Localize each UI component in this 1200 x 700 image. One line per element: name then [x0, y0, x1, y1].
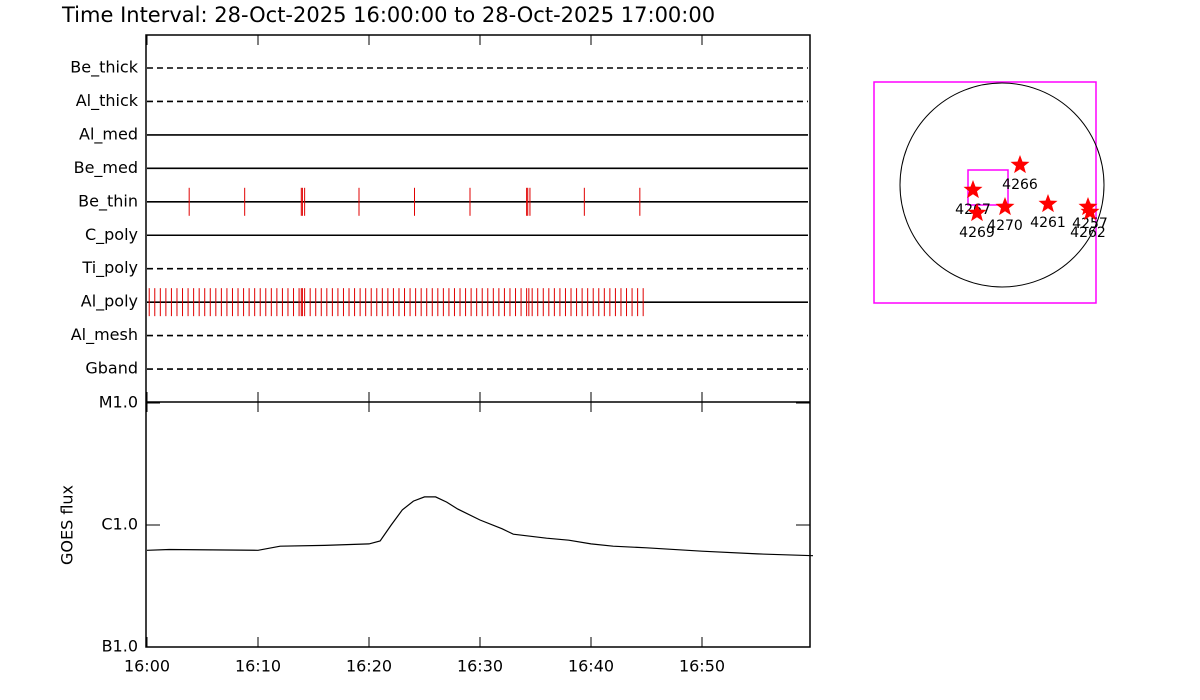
x-tick-label: 16:50 — [679, 657, 725, 676]
y-tick-label: C1.0 — [101, 515, 138, 534]
region-label: 4261 — [1030, 215, 1066, 231]
solar-disk — [899, 82, 1105, 288]
row-label: C_poly — [85, 225, 138, 245]
x-tick-label: 16:10 — [235, 657, 281, 676]
region-star — [1080, 202, 1100, 221]
row-label: Be_thin — [78, 191, 138, 211]
x-tick-label: 16:00 — [124, 657, 170, 676]
x-tick-label: 16:40 — [568, 657, 614, 676]
region-star — [963, 180, 983, 199]
row-label: Al_med — [79, 124, 138, 144]
goes-curve — [146, 496, 814, 557]
row-label: Be_med — [74, 158, 138, 178]
row-label: Al_thick — [76, 91, 139, 111]
region-label: 4270 — [987, 218, 1023, 234]
plot-frame — [145, 34, 811, 648]
region-star — [967, 203, 987, 222]
region-star — [1038, 194, 1058, 213]
y-tick-label: M1.0 — [99, 393, 138, 412]
region-star — [1010, 155, 1030, 174]
row-label: Ti_poly — [81, 258, 138, 278]
region-label: 4262 — [1070, 225, 1106, 241]
region-label: 4266 — [1002, 177, 1038, 193]
region-star — [995, 197, 1015, 216]
region-label: 4269 — [959, 225, 995, 241]
chart-title: Time Interval: 28-Oct-2025 16:00:00 to 2… — [61, 3, 715, 27]
row-label: Al_mesh — [71, 325, 138, 345]
row-label: Gband — [85, 359, 138, 378]
y-tick-label: B1.0 — [102, 637, 138, 656]
x-tick-label: 16:20 — [346, 657, 392, 676]
row-label: Al_poly — [81, 292, 138, 312]
y-axis-label: GOES flux — [58, 485, 77, 565]
row-label: Be_thick — [70, 58, 138, 78]
map-frame — [873, 81, 1097, 304]
region-label: 4257 — [1072, 216, 1108, 232]
region-star — [1078, 197, 1098, 216]
x-tick-label: 16:30 — [457, 657, 503, 676]
